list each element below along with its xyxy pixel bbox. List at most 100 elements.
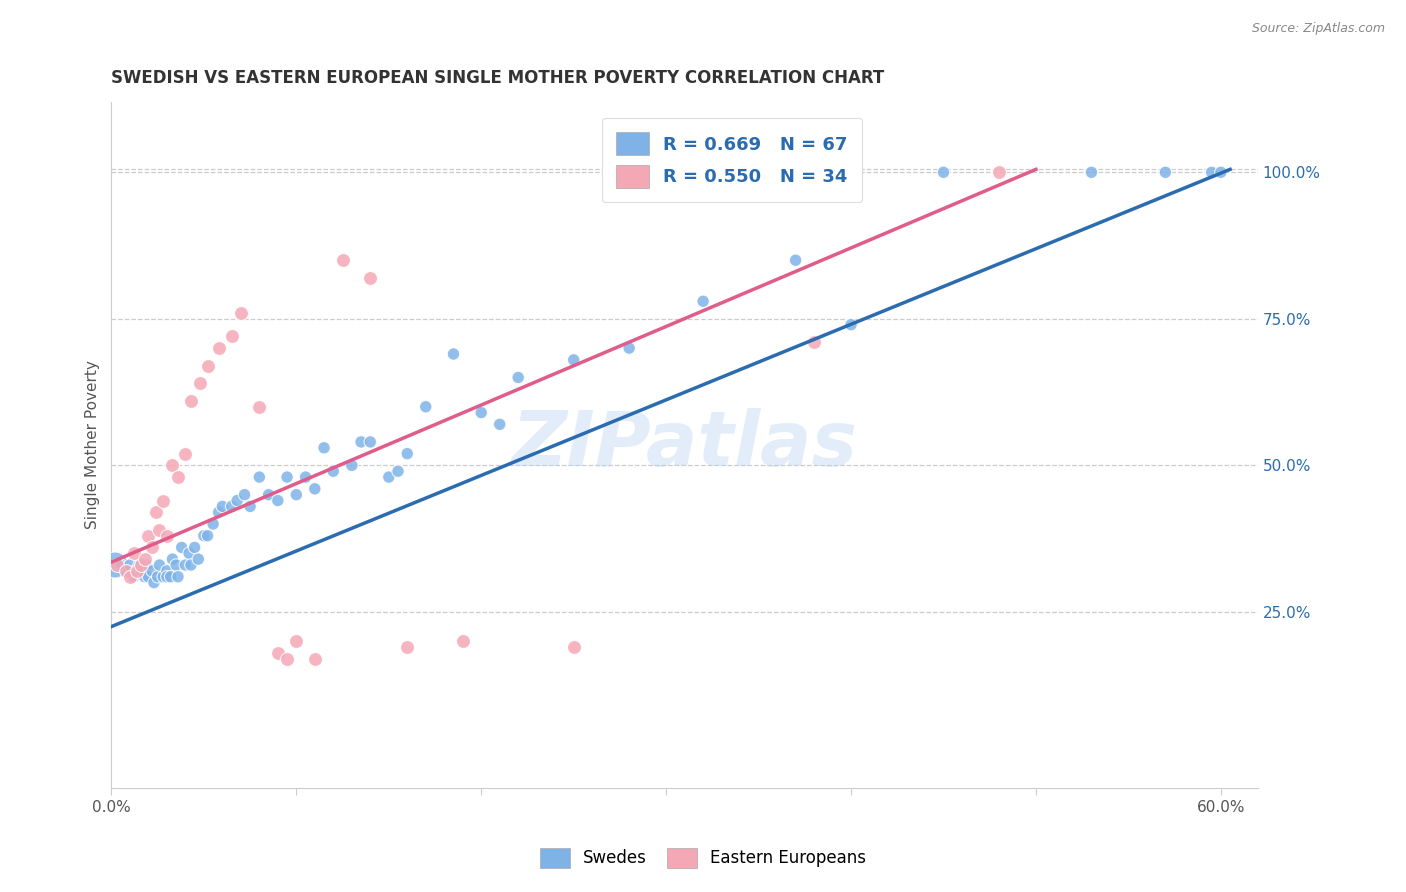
Point [138, 529, 160, 543]
Point [276, 470, 298, 484]
Point [128, 558, 150, 572]
Point [312, 441, 335, 455]
Point [188, 376, 211, 391]
Point [350, 434, 373, 449]
Point [233, 488, 256, 502]
Text: ZIPatlas: ZIPatlas [512, 408, 858, 482]
Point [165, 558, 187, 572]
Point [396, 640, 419, 654]
Point [488, 417, 510, 432]
Point [162, 458, 184, 473]
Point [115, 564, 138, 578]
Point [197, 359, 219, 373]
Y-axis label: Single Mother Poverty: Single Mother Poverty [86, 360, 100, 529]
Point [508, 370, 530, 384]
Point [208, 341, 231, 355]
Point [141, 541, 163, 555]
Point [187, 552, 209, 566]
Point [221, 329, 243, 343]
Point [148, 558, 170, 572]
Point [156, 529, 179, 543]
Point [359, 434, 381, 449]
Point [470, 406, 492, 420]
Point [247, 400, 270, 414]
Point [197, 529, 219, 543]
Point [294, 470, 316, 484]
Point [180, 558, 202, 572]
Point [177, 546, 200, 560]
Point [839, 318, 862, 332]
Point [127, 564, 149, 578]
Point [142, 575, 165, 590]
Point [167, 570, 190, 584]
Point [105, 558, 128, 572]
Point [1201, 165, 1223, 179]
Text: SWEDISH VS EASTERN EUROPEAN SINGLE MOTHER POVERTY CORRELATION CHART: SWEDISH VS EASTERN EUROPEAN SINGLE MOTHE… [111, 69, 884, 87]
Point [152, 570, 174, 584]
Point [167, 470, 190, 484]
Legend: R = 0.669   N = 67, R = 0.550   N = 34: R = 0.669 N = 67, R = 0.550 N = 34 [602, 118, 862, 202]
Point [148, 523, 170, 537]
Point [285, 634, 308, 648]
Point [257, 488, 280, 502]
Point [211, 500, 233, 514]
Point [221, 500, 243, 514]
Point [226, 493, 249, 508]
Point [156, 570, 179, 584]
Point [988, 165, 1011, 179]
Point [1154, 165, 1177, 179]
Point [145, 505, 167, 519]
Point [415, 400, 437, 414]
Point [193, 529, 215, 543]
Point [304, 652, 326, 666]
Point [122, 570, 145, 584]
Point [146, 570, 169, 584]
Point [129, 558, 152, 572]
Point [118, 570, 141, 584]
Point [332, 253, 354, 268]
Point [267, 493, 290, 508]
Point [285, 488, 308, 502]
Point [932, 165, 955, 179]
Point [1209, 165, 1232, 179]
Point [396, 447, 419, 461]
Point [159, 570, 181, 584]
Point [304, 482, 326, 496]
Point [156, 564, 179, 578]
Legend: Swedes, Eastern Europeans: Swedes, Eastern Europeans [533, 841, 873, 875]
Point [387, 464, 409, 478]
Point [378, 470, 401, 484]
Point [617, 341, 640, 355]
Point [208, 505, 231, 519]
Point [134, 552, 156, 566]
Point [118, 558, 141, 572]
Point [141, 564, 163, 578]
Point [124, 564, 146, 578]
Point [129, 558, 152, 572]
Point [174, 558, 197, 572]
Point [180, 393, 202, 408]
Point [162, 552, 184, 566]
Point [247, 470, 270, 484]
Point [276, 652, 298, 666]
Point [104, 558, 127, 572]
Point [562, 352, 585, 367]
Point [267, 646, 290, 660]
Point [359, 270, 381, 285]
Point [322, 464, 344, 478]
Point [174, 447, 197, 461]
Point [785, 253, 807, 268]
Point [340, 458, 363, 473]
Point [1080, 165, 1102, 179]
Point [562, 640, 585, 654]
Point [202, 516, 225, 531]
Point [170, 541, 193, 555]
Point [135, 558, 157, 572]
Point [122, 546, 145, 560]
Point [239, 500, 262, 514]
Point [692, 294, 714, 309]
Point [443, 347, 465, 361]
Point [134, 570, 156, 584]
Point [115, 564, 138, 578]
Point [803, 335, 825, 350]
